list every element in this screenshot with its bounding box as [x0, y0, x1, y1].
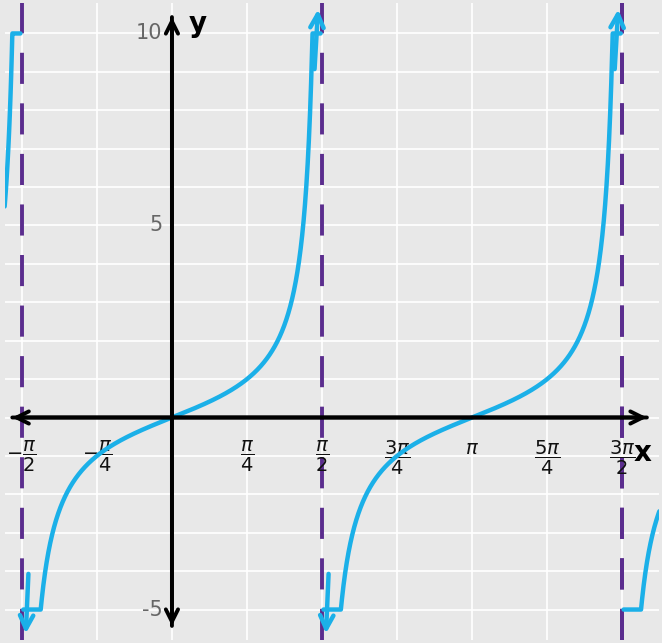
Text: $\pi$: $\pi$ — [465, 439, 479, 458]
Text: $\dfrac{3\pi}{2}$: $\dfrac{3\pi}{2}$ — [609, 439, 636, 476]
Text: $-\dfrac{\pi}{4}$: $-\dfrac{\pi}{4}$ — [81, 439, 113, 474]
Text: x: x — [634, 439, 651, 467]
Text: y: y — [189, 10, 207, 39]
Text: $\dfrac{\pi}{2}$: $\dfrac{\pi}{2}$ — [315, 439, 329, 474]
Text: 10: 10 — [136, 24, 162, 44]
Text: $-\dfrac{\pi}{2}$: $-\dfrac{\pi}{2}$ — [7, 439, 37, 474]
Text: $\dfrac{\pi}{4}$: $\dfrac{\pi}{4}$ — [240, 439, 254, 474]
Text: 5: 5 — [149, 215, 162, 235]
Text: $\dfrac{5\pi}{4}$: $\dfrac{5\pi}{4}$ — [534, 439, 560, 476]
Text: -5: -5 — [142, 599, 162, 619]
Text: $\dfrac{3\pi}{4}$: $\dfrac{3\pi}{4}$ — [384, 439, 410, 476]
